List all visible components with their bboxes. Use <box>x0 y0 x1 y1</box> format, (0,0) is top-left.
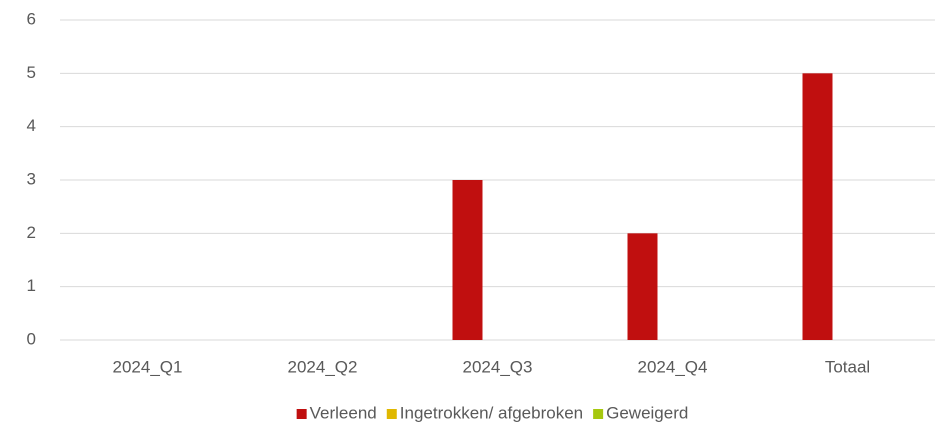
bar <box>627 233 658 340</box>
legend-swatch <box>296 409 307 419</box>
x-tick-label: Totaal <box>825 357 870 376</box>
legend-label: Ingetrokken/ afgebroken <box>400 403 583 422</box>
legend-label: Verleend <box>310 403 377 422</box>
y-tick-label: 6 <box>27 9 36 28</box>
y-tick-label: 5 <box>27 63 36 82</box>
legend-swatch <box>386 409 397 419</box>
x-tick-label: 2024_Q1 <box>113 357 183 376</box>
y-tick-label: 1 <box>27 276 36 295</box>
x-tick-label: 2024_Q2 <box>288 357 358 376</box>
legend-swatch <box>593 409 604 419</box>
legend-label: Geweigerd <box>606 403 688 422</box>
y-tick-label: 4 <box>27 116 36 135</box>
y-tick-label: 0 <box>27 329 36 348</box>
y-tick-label: 3 <box>27 169 36 188</box>
y-tick-label: 2 <box>27 223 36 242</box>
bar <box>802 73 833 340</box>
bar <box>452 180 483 340</box>
x-tick-label: 2024_Q3 <box>463 357 533 376</box>
x-tick-label: 2024_Q4 <box>638 357 708 376</box>
